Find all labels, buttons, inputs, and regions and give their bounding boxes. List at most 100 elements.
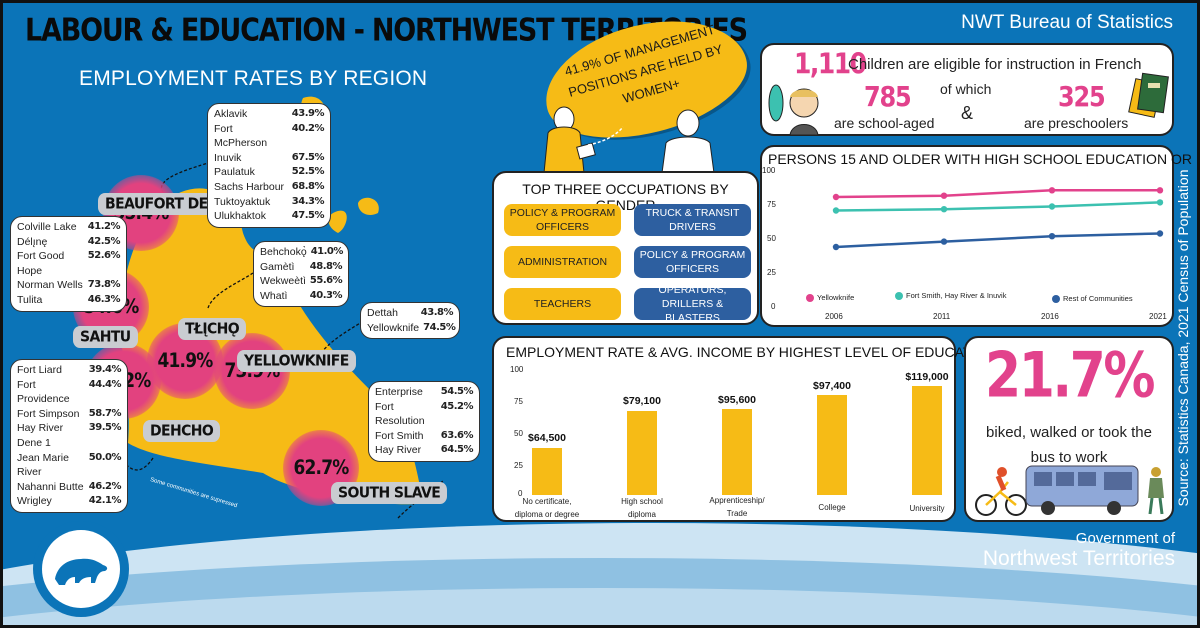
bar-category-label: No certificate, diploma or degree [514, 497, 580, 519]
occupation-men-3: OPERATORS, DRILLERS & BLASTERS [634, 284, 751, 324]
school-aged-text: are school-aged [834, 115, 935, 131]
y-tick: 50 [767, 234, 776, 243]
child-bonjour-icon [768, 84, 819, 135]
region-label-dehcho: DEHCHO [143, 420, 221, 442]
gnwt-wordmark: Government of Northwest Territories [982, 530, 1175, 570]
preschool-text: are preschoolers [1024, 115, 1129, 131]
bar-chart-card: EMPLOYMENT RATE & AVG. INCOME BY HIGHEST… [492, 336, 996, 522]
occupation-men-1: TRUCK & TRANSIT DRIVERS [634, 204, 751, 236]
legend-dot-icon [806, 293, 814, 302]
community-row: Jean Marie River 50.0% [17, 451, 122, 479]
y-tick: 25 [767, 268, 776, 277]
y-tick: 75 [767, 200, 776, 209]
line-chart-plot [832, 187, 1164, 251]
community-row: Hay River 64.5% [375, 444, 474, 457]
x-tick: 2011 [933, 312, 951, 321]
commute-text: biked, walked or took the bus to work [986, 424, 1152, 466]
community-row: Ulukhaktok 47.5% [214, 210, 325, 223]
bar-category-label: College [818, 503, 846, 512]
community-list-tlicho: Behchokǫ̀ 41.0% Gamètì 48.8% Wekweètì 55.6%… [253, 241, 349, 308]
bar-data-label: $119,000 [905, 371, 949, 383]
legend-dot-icon [1052, 294, 1060, 303]
bar-chart-title: EMPLOYMENT RATE & AVG. INCOME BY HIGHEST… [506, 344, 997, 360]
community-row: Gamètì 48.8% [260, 260, 343, 273]
bar-data-label: $97,400 [813, 380, 851, 392]
community-list-beaufort-delta: Aklavik 43.9% Fort McPherson 40.2% Inuvik 6… [207, 103, 331, 228]
community-list-dehcho: Fort Liard 39.4% Fort Providence 44.4% For… [10, 359, 128, 513]
region-label-yellowknife: YELLOWKNIFE [237, 350, 356, 372]
community-row: Tulita 46.3% [17, 293, 121, 306]
preschool-count: 325 [1058, 80, 1106, 114]
bar-apprenticeship [722, 409, 752, 495]
map-title: EMPLOYMENT RATES BY REGION [79, 67, 428, 90]
y-tick: 100 [510, 365, 524, 374]
legend-fort-smith-hay-river-inuvik: Fort Smith, Hay River & Inuvik [895, 291, 1006, 300]
bar-category-label: Apprenticeship/Trade [709, 496, 765, 518]
org-name: NWT Bureau of Statistics [961, 12, 1173, 33]
occupations-card: TOP THREE OCCUPATIONS BY GENDER POLICY &… [492, 171, 759, 325]
community-row: Whatì 40.3% [260, 289, 343, 302]
commute-card: 21.7% biked, walked or took the bus to w… [964, 336, 1174, 522]
community-row: Fort Resolution 45.2% [375, 400, 474, 428]
gnwt-logo [33, 521, 129, 617]
community-row: Nahanni Butte 46.2% [17, 480, 122, 493]
community-row: Wrigley 42.1% [17, 495, 122, 508]
community-row: Fort Smith 63.6% [375, 429, 474, 442]
occupation-women-3: TEACHERS [504, 288, 621, 320]
community-row: Yellowknife 74.5% [367, 321, 456, 334]
commute-percent: 21.7% [985, 340, 1155, 412]
community-row: Dettah 43.8% [367, 307, 454, 319]
occupation-women-2: ADMINISTRATION [504, 246, 621, 278]
french-total-text: Children are eligible for instruction in… [848, 56, 1142, 73]
line-chart-title: PERSONS 15 AND OLDER WITH HIGH SCHOOL ED… [768, 151, 1197, 167]
community-row: Sachs Harbour 68.8% [214, 180, 325, 193]
bar-category-label: High school diploma [621, 497, 663, 519]
community-list-sahtu: Colville Lake 41.2% Délı̨nę 42.5% Fort Goo… [10, 216, 127, 312]
community-row: Enterprise 54.5% [375, 386, 474, 398]
community-row: Fort Simpson 58.7% [17, 407, 122, 420]
ampersand: & [961, 103, 974, 123]
bus-icon [1025, 465, 1139, 515]
source-note: Source: Statistics Canada, 2021 Census o… [1175, 169, 1191, 507]
french-total: 1,110 [794, 46, 867, 81]
community-row: Fort McPherson 40.2% [214, 122, 325, 150]
community-row: Colville Lake 41.2% [17, 221, 121, 233]
y-tick: 0 [771, 302, 776, 311]
community-row: Paulatuk 52.5% [214, 166, 325, 179]
of-which-text: of which [940, 81, 992, 97]
y-tick: 100 [762, 166, 776, 175]
community-row: Behchokǫ̀ 41.0% [260, 246, 343, 258]
region-label-south-slave: SOUTH SLAVE [331, 482, 448, 504]
polar-bear-icon [42, 530, 120, 608]
french-instruction-card: 1,110 Children are eligible for instruct… [760, 43, 1174, 136]
bar-category-label: University [909, 504, 945, 513]
community-row: Tuktoyaktuk 34.3% [214, 195, 325, 208]
bar-university [912, 386, 942, 495]
x-tick: 2021 [1149, 312, 1167, 321]
occupation-women-1: POLICY & PROGRAM OFFICERS [504, 204, 621, 236]
legend-rest-of-communities: Rest of Communities [1052, 294, 1133, 303]
occupation-men-2: POLICY & PROGRAM OFFICERS [634, 246, 751, 278]
region-label-sahtu: SAHTU [73, 326, 138, 348]
community-row: Fort Providence 44.4% [17, 378, 122, 406]
y-tick: 50 [514, 429, 523, 438]
people-illustration [543, 106, 715, 173]
community-row: Délı̨nę 42.5% [17, 235, 121, 248]
region-label-beaufort-delta: BEAUFORT DELTA [98, 193, 239, 215]
books-icon [1128, 72, 1169, 118]
region-label-tlicho: TŁĮCHǪ [178, 318, 247, 340]
community-list-yellowknife: Dettah 43.8% Yellowknife 74.5% [360, 302, 460, 340]
pedestrian-icon [1148, 467, 1164, 515]
transport-illustration [975, 465, 1164, 516]
line-chart-card: PERSONS 15 AND OLDER WITH HIGH SCHOOL ED… [760, 145, 1197, 327]
legend-yellowknife: Yellowknife [806, 293, 854, 302]
y-tick: 25 [514, 461, 523, 470]
bar-data-label: $95,600 [718, 394, 756, 406]
bar-no-certificate [532, 447, 562, 495]
legend-dot-icon [895, 291, 903, 300]
community-row: Fort Good Hope 52.6% [17, 250, 121, 277]
bar-college [817, 395, 847, 495]
community-list-south-slave: Enterprise 54.5% Fort Resolution 45.2% For… [368, 381, 480, 462]
school-aged-count: 785 [864, 80, 912, 114]
community-row: Wekweètì 55.6% [260, 275, 343, 288]
